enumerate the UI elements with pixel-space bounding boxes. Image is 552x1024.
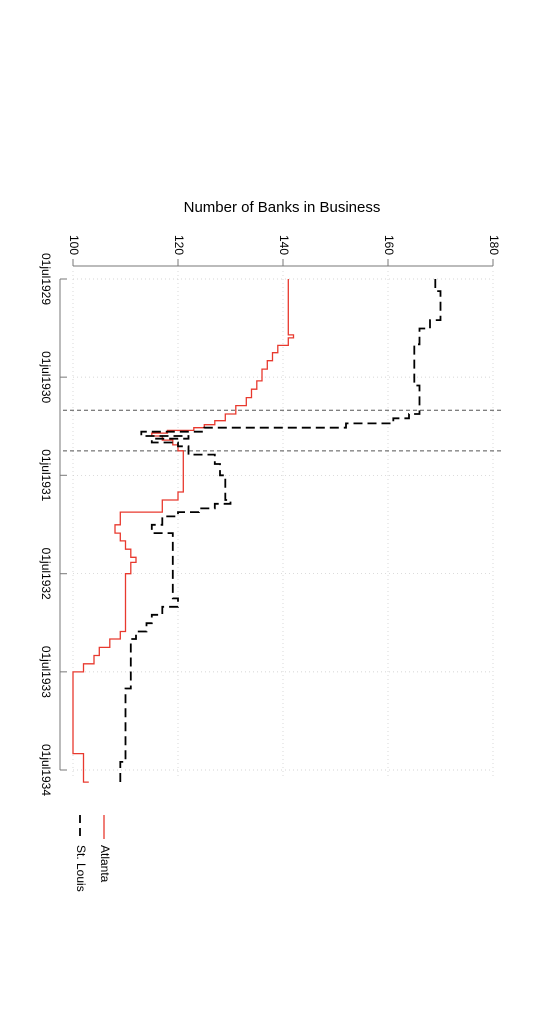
value-tick-label: 160 [382,235,396,255]
date-tick-label: 01jul1934 [39,744,53,796]
legend-label: Atlanta [98,845,112,883]
date-tick-label: 01jul1930 [39,351,53,403]
value-tick-label: 140 [277,235,291,255]
plot-area: 100 120 140 160 180 01jul1929 01jul1930 01jul19… [39,235,501,796]
value-tick-label: 120 [172,235,186,255]
series-line-st-louis [119,279,442,783]
chart-title: Number of Banks in Business [184,199,381,216]
date-tick-label: 01jul1932 [39,548,53,600]
date-tick-label: 01jul1929 [39,253,53,305]
legend-label: St. Louis [74,845,88,892]
value-tick-label: 180 [487,235,501,255]
date-tick-label: 01jul1931 [39,449,53,501]
series-line-atlanta [72,279,295,783]
legend: Atlanta St. Louis [74,815,112,892]
value-tick-label: 100 [67,235,81,255]
date-tick-label: 01jul1933 [39,646,53,698]
